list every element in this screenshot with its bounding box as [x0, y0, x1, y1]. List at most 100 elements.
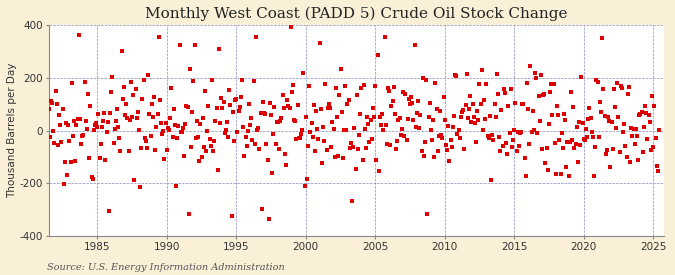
- Point: [209, 139, 219, 144]
- Point: [412, 99, 423, 104]
- Point: [69, 119, 80, 124]
- Point: [483, 136, 494, 141]
- Point: [556, 131, 567, 136]
- Point: [302, 144, 313, 148]
- Point: [195, 122, 206, 126]
- Point: [128, 92, 138, 97]
- Point: [119, 84, 130, 89]
- Point: [302, 177, 313, 181]
- Point: [342, 102, 353, 106]
- Point: [517, 101, 528, 106]
- Point: [533, 94, 544, 98]
- Point: [473, 118, 484, 122]
- Point: [77, 134, 88, 138]
- Text: Source: U.S. Energy Information Administration: Source: U.S. Energy Information Administ…: [47, 263, 285, 272]
- Point: [190, 135, 201, 140]
- Point: [56, 140, 67, 144]
- Point: [294, 135, 305, 140]
- Point: [115, 149, 126, 153]
- Point: [198, 145, 209, 150]
- Point: [114, 136, 125, 140]
- Point: [511, 148, 522, 153]
- Point: [146, 101, 157, 106]
- Point: [649, 103, 659, 108]
- Point: [283, 104, 294, 108]
- Point: [396, 133, 406, 137]
- Point: [254, 146, 265, 151]
- Point: [218, 100, 229, 104]
- Point: [453, 128, 464, 132]
- Point: [564, 140, 575, 144]
- Point: [448, 125, 458, 129]
- Point: [340, 84, 350, 89]
- Point: [363, 122, 374, 126]
- Point: [284, 106, 295, 111]
- Point: [268, 132, 279, 136]
- Point: [454, 136, 465, 140]
- Point: [351, 92, 362, 97]
- Point: [307, 134, 318, 139]
- Point: [514, 131, 525, 135]
- Point: [496, 108, 507, 112]
- Point: [122, 116, 133, 120]
- Point: [409, 43, 420, 48]
- Point: [274, 147, 285, 151]
- Point: [328, 127, 339, 132]
- Point: [74, 33, 84, 37]
- Point: [215, 120, 225, 125]
- Point: [606, 120, 617, 124]
- Point: [176, 130, 186, 134]
- Point: [319, 139, 329, 143]
- Point: [373, 169, 384, 173]
- Point: [291, 136, 302, 141]
- Point: [637, 110, 647, 114]
- Point: [286, 24, 296, 29]
- Point: [242, 129, 253, 134]
- Point: [197, 116, 208, 120]
- Point: [54, 112, 65, 117]
- Point: [184, 67, 195, 72]
- Point: [624, 85, 634, 89]
- Point: [98, 119, 109, 123]
- Point: [610, 105, 620, 109]
- Point: [47, 101, 57, 106]
- Point: [551, 172, 562, 176]
- Point: [498, 87, 509, 91]
- Point: [169, 123, 180, 127]
- Point: [205, 144, 216, 148]
- Point: [173, 124, 184, 128]
- Point: [474, 82, 485, 86]
- Point: [441, 143, 452, 147]
- Point: [436, 133, 447, 137]
- Point: [224, 88, 235, 92]
- Point: [294, 136, 304, 140]
- Point: [137, 97, 148, 101]
- Point: [189, 42, 200, 47]
- Point: [155, 98, 165, 102]
- Point: [598, 87, 609, 92]
- Point: [641, 111, 651, 116]
- Point: [323, 106, 333, 110]
- Point: [117, 97, 128, 101]
- Point: [605, 165, 616, 169]
- Point: [226, 214, 237, 218]
- Point: [266, 113, 277, 118]
- Point: [369, 115, 379, 119]
- Point: [317, 160, 327, 165]
- Point: [489, 101, 500, 106]
- Point: [456, 115, 466, 120]
- Point: [372, 53, 383, 58]
- Point: [522, 107, 533, 111]
- Point: [387, 99, 398, 103]
- Point: [233, 109, 244, 114]
- Point: [506, 145, 517, 150]
- Point: [399, 134, 410, 139]
- Point: [642, 137, 653, 141]
- Point: [225, 103, 236, 107]
- Point: [270, 142, 281, 147]
- Point: [105, 111, 115, 115]
- Point: [239, 154, 250, 158]
- Point: [583, 117, 594, 122]
- Point: [161, 148, 172, 153]
- Point: [408, 117, 419, 122]
